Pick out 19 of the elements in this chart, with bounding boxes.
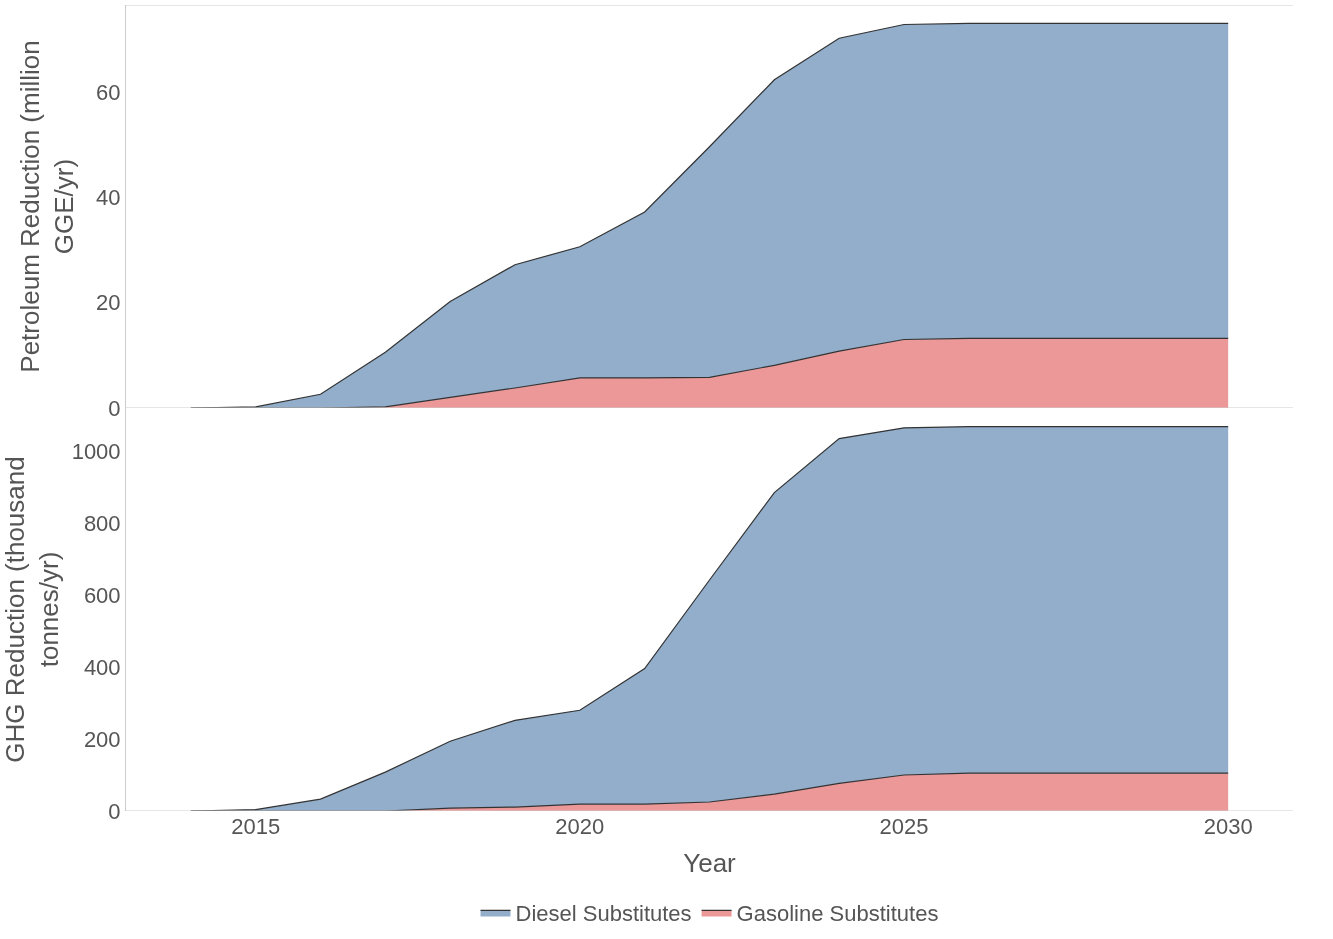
y-tick-label: 1000 xyxy=(71,438,121,464)
y-tick-label: 200 xyxy=(83,726,121,752)
y-tick-label: 20 xyxy=(96,290,121,316)
legend-label: Gasoline Substitutes xyxy=(736,900,939,926)
y-tick-label: 800 xyxy=(83,510,121,536)
legend-label: Diesel Substitutes xyxy=(515,900,692,926)
y-axis-title: Petroleum Reduction (million GGE/yr) xyxy=(14,40,79,373)
y-axis-title: GHG Reduction (thousand tonnes/yr) xyxy=(0,456,64,763)
y-tick-label: 40 xyxy=(96,184,121,210)
y-tick-label: 0 xyxy=(108,395,121,421)
y-tick-label: 600 xyxy=(83,582,121,608)
x-tick-label: 2025 xyxy=(879,814,929,839)
y-tick-label: 0 xyxy=(108,798,121,824)
x-axis-title: Year xyxy=(683,847,737,878)
x-tick-label: 2030 xyxy=(1203,814,1253,839)
x-tick-label: 2015 xyxy=(231,814,281,839)
y-tick-label: 400 xyxy=(83,654,121,680)
y-tick-label: 60 xyxy=(96,79,121,105)
x-tick-label: 2020 xyxy=(555,814,605,839)
